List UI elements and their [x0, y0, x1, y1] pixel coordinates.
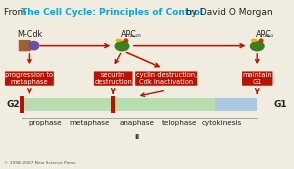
Text: M-Cdk: M-Cdk — [17, 30, 42, 39]
Text: G1: G1 — [274, 100, 288, 109]
Text: telophase: telophase — [162, 120, 197, 126]
FancyBboxPatch shape — [22, 98, 215, 111]
Text: Cdc20: Cdc20 — [128, 34, 141, 38]
Text: maintain
G1: maintain G1 — [243, 72, 272, 85]
FancyBboxPatch shape — [215, 98, 257, 111]
Text: The Cell Cycle: Principles of Control: The Cell Cycle: Principles of Control — [21, 8, 203, 17]
Text: cytokinesis: cytokinesis — [202, 120, 242, 126]
FancyBboxPatch shape — [20, 96, 24, 113]
Ellipse shape — [250, 41, 265, 51]
Ellipse shape — [116, 39, 122, 42]
Text: progression to
metaphase: progression to metaphase — [5, 72, 54, 85]
Ellipse shape — [114, 41, 129, 51]
Text: metaphase: metaphase — [69, 120, 110, 126]
Ellipse shape — [123, 38, 128, 43]
Text: cyclin destruction,
Cdk inactivation: cyclin destruction, Cdk inactivation — [136, 72, 197, 85]
Text: G2: G2 — [6, 100, 20, 109]
Text: by David O Morgan: by David O Morgan — [183, 8, 273, 17]
Ellipse shape — [28, 41, 39, 51]
Ellipse shape — [251, 39, 258, 42]
Text: From: From — [4, 8, 29, 17]
Text: Cdh1: Cdh1 — [263, 34, 274, 38]
Text: anaphase: anaphase — [119, 120, 154, 126]
FancyBboxPatch shape — [111, 96, 115, 113]
Text: securin
destruction: securin destruction — [94, 72, 132, 85]
Text: II: II — [134, 134, 139, 140]
Text: APC: APC — [121, 30, 137, 39]
Text: © 1998-2007 New Science Press: © 1998-2007 New Science Press — [4, 161, 75, 165]
Ellipse shape — [259, 38, 264, 43]
FancyBboxPatch shape — [19, 40, 31, 51]
Text: APC: APC — [256, 30, 272, 39]
Text: prophase: prophase — [29, 120, 62, 126]
